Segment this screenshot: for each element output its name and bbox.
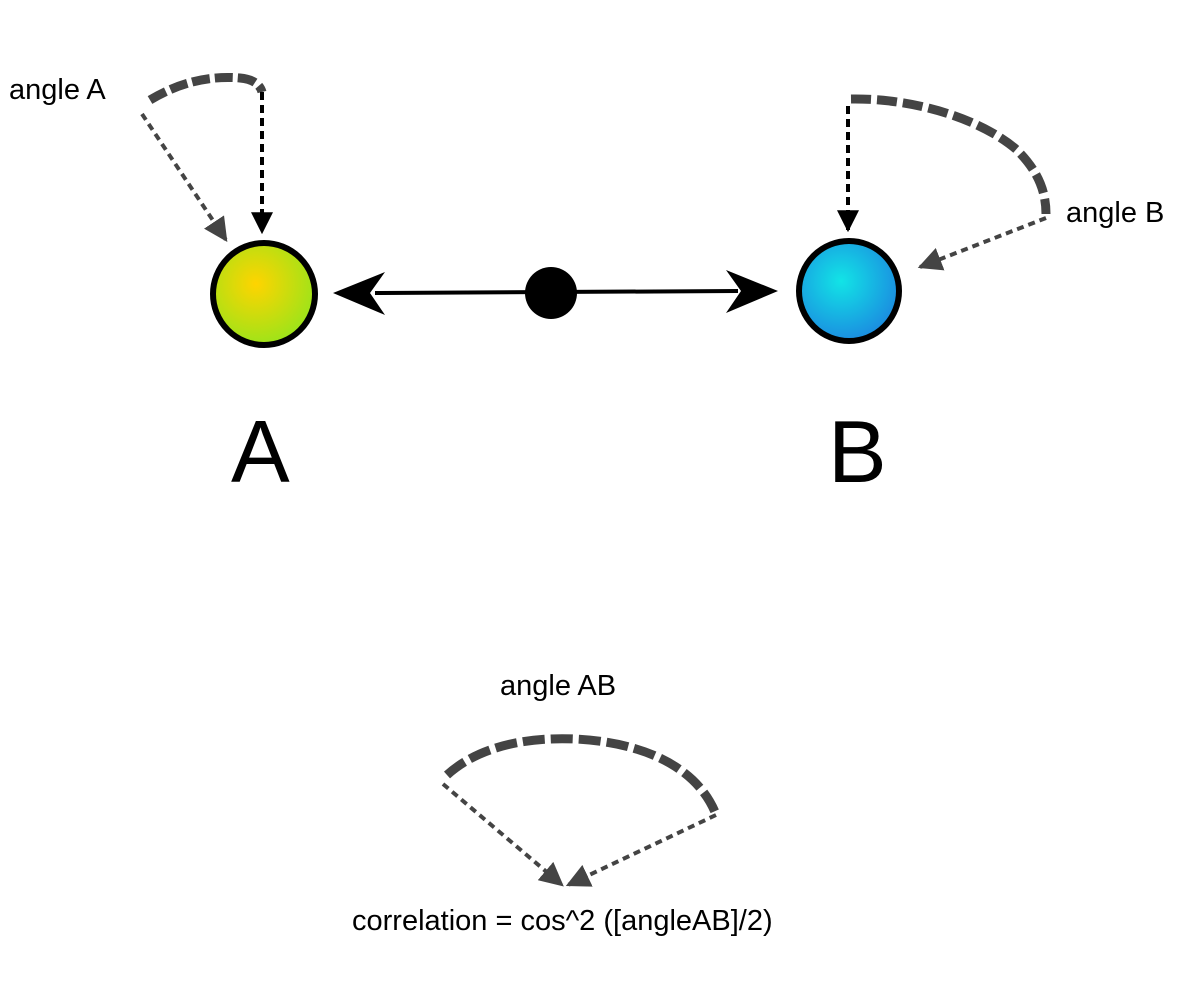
detector-b-label: B bbox=[828, 402, 887, 501]
angle-a-arc bbox=[147, 72, 267, 104]
source-particle bbox=[525, 267, 577, 319]
angle-ab-label: angle AB bbox=[500, 670, 617, 702]
detector-b bbox=[796, 238, 902, 344]
angle-b-arc bbox=[850, 94, 1051, 215]
correlation-formula: correlation = cos^2 ([angleAB]/2) bbox=[352, 905, 773, 937]
angle-ab-left-arrow bbox=[441, 782, 564, 887]
detector-a-label: A bbox=[231, 402, 290, 501]
angle-b-diagonal-arrow bbox=[917, 216, 1047, 271]
angle-ab-right-arrow bbox=[565, 813, 717, 887]
angle-a-diagonal-arrow bbox=[140, 112, 228, 242]
detector-a bbox=[210, 240, 318, 348]
arrowhead-left bbox=[333, 272, 385, 315]
angle-ab-arc bbox=[443, 734, 720, 814]
arrowhead-right bbox=[726, 270, 778, 313]
angle-a-indicator bbox=[140, 72, 273, 242]
angle-ab-indicator bbox=[441, 734, 720, 887]
angle-b-label: angle B bbox=[1066, 197, 1165, 229]
angle-a-label: angle A bbox=[9, 74, 106, 106]
angle-b-indicator bbox=[837, 94, 1051, 271]
emission-line bbox=[333, 267, 778, 319]
